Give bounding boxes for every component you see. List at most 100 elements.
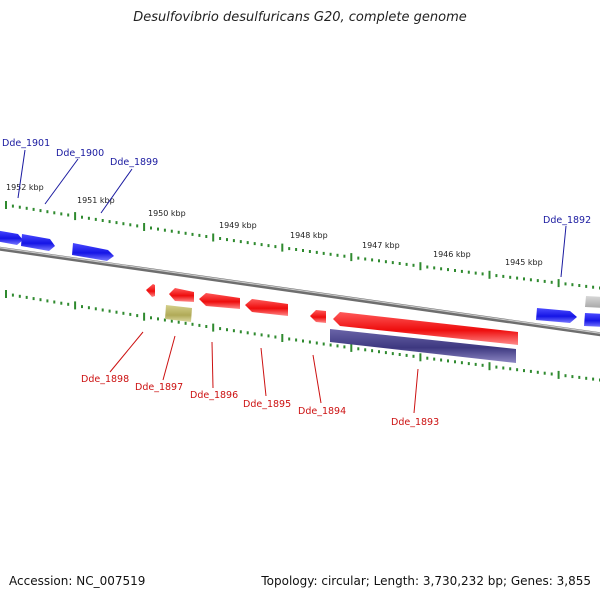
minor-tick (433, 357, 436, 361)
gene-forward-edge[interactable] (584, 313, 600, 327)
minor-tick (115, 310, 118, 314)
minor-tick (391, 261, 394, 265)
minor-tick (122, 311, 125, 315)
leader-line (211, 341, 214, 389)
minor-tick (523, 277, 525, 281)
gene-dde-1896[interactable] (199, 293, 240, 309)
scale-label: 1949 kbp (219, 221, 257, 230)
gene-label-dde-1893[interactable]: Dde_1893 (391, 417, 439, 428)
minor-tick (467, 362, 470, 366)
minor-tick (502, 366, 505, 370)
minor-tick (343, 345, 346, 349)
gene-dde-1897-red[interactable] (169, 288, 194, 302)
minor-tick (239, 240, 242, 244)
minor-tick (101, 308, 104, 312)
chromosome-backbone-highlight (0, 247, 600, 334)
minor-tick (564, 374, 567, 378)
minor-tick (433, 266, 436, 270)
minor-tick (205, 235, 208, 238)
minor-tick (578, 284, 581, 287)
reverse-genes (146, 284, 518, 363)
gene-label-dde-1894[interactable]: Dde_1894 (298, 406, 346, 417)
gene-dde-1892[interactable] (536, 308, 577, 323)
minor-tick (122, 222, 125, 226)
minor-tick (509, 275, 512, 279)
minor-tick (516, 368, 519, 372)
major-tick (281, 334, 284, 342)
minor-tick (536, 370, 539, 374)
minor-tick (39, 209, 42, 213)
minor-tick (191, 322, 194, 326)
minor-tick (371, 349, 374, 353)
major-tick (74, 212, 77, 221)
gene-dde-1901[interactable] (0, 230, 23, 245)
minor-tick (163, 318, 166, 322)
minor-tick (516, 276, 519, 280)
scale-label: 1951 kbp (77, 196, 115, 205)
minor-tick (115, 221, 118, 225)
minor-tick (481, 272, 484, 276)
minor-tick (585, 376, 588, 380)
scale-labels: 1952 kbp 1951 kbp 1950 kbp 1949 kbp 1948… (6, 183, 543, 267)
major-tick (143, 312, 146, 321)
minor-tick (288, 247, 291, 251)
minor-tick (129, 312, 132, 316)
minor-tick (60, 212, 63, 216)
minor-tick (571, 283, 574, 287)
gene-dde-1893-pseudo[interactable] (330, 329, 516, 363)
minor-tick (447, 268, 449, 272)
gene-dde-1899[interactable] (72, 243, 114, 261)
gene-dde-1893[interactable] (333, 312, 518, 345)
major-tick (557, 370, 560, 379)
gene-dde-1900[interactable] (21, 234, 55, 251)
gene-label-dde-1895[interactable]: Dde_1895 (243, 399, 291, 410)
gene-grey-edge[interactable] (585, 296, 600, 308)
minor-tick (267, 334, 270, 338)
gene-label-dde-1901[interactable]: Dde_1901 (2, 138, 50, 149)
minor-tick (592, 377, 595, 381)
minor-tick (529, 278, 532, 282)
gene-label-dde-1896[interactable]: Dde_1896 (190, 390, 238, 401)
minor-tick (157, 317, 159, 321)
gene-label-dde-1892[interactable]: Dde_1892 (543, 215, 591, 226)
major-tick (488, 362, 491, 371)
gene-dde-1894[interactable] (310, 310, 326, 323)
minor-tick (53, 211, 56, 215)
gene-label-dde-1898[interactable]: Dde_1898 (81, 374, 129, 385)
minor-tick (329, 343, 332, 347)
major-tick (5, 201, 7, 209)
minor-tick (246, 331, 249, 335)
gene-dde-1897[interactable] (165, 305, 192, 322)
minor-tick (571, 375, 574, 379)
gene-label-dde-1900[interactable]: Dde_1900 (56, 148, 104, 159)
topology-label: Topology: circular; Length: 3,730,232 bp… (261, 574, 591, 588)
minor-tick (308, 250, 311, 253)
minor-tick (460, 361, 463, 365)
gene-dde-1898[interactable] (146, 284, 155, 297)
gene-label-dde-1897[interactable]: Dde_1897 (135, 382, 183, 393)
major-tick (419, 262, 422, 271)
minor-tick (398, 353, 401, 356)
minor-tick (226, 328, 228, 332)
minor-tick (308, 340, 311, 344)
minor-tick (371, 258, 374, 262)
minor-tick (18, 294, 21, 298)
minor-tick (502, 274, 505, 278)
minor-tick (136, 224, 139, 228)
minor-tick (412, 263, 415, 267)
minor-tick (343, 254, 346, 258)
minor-tick (108, 309, 111, 313)
gene-label-dde-1899[interactable]: Dde_1899 (110, 157, 158, 168)
gene-dde-1895[interactable] (245, 299, 288, 316)
minor-tick (357, 256, 360, 260)
minor-tick (481, 363, 484, 367)
minor-tick (129, 223, 132, 227)
minor-tick (585, 284, 588, 288)
minor-tick (46, 299, 49, 303)
leader-line (260, 347, 267, 397)
minor-tick (219, 327, 222, 331)
chromosome-backbone (0, 246, 600, 337)
minor-tick (578, 375, 581, 379)
minor-tick (467, 270, 470, 274)
